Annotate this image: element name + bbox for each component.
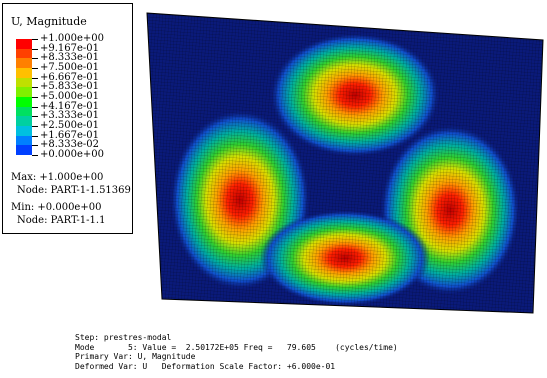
- legend-level-label: +9.167e-01: [40, 42, 100, 54]
- legend-tick: [32, 135, 38, 137]
- step-line: Step: prestres-modal: [75, 333, 172, 342]
- legend-tick: [32, 68, 38, 69]
- legend-tick: [32, 155, 38, 156]
- legend-band: [16, 67, 32, 78]
- legend-level-label: +6.667e-01: [40, 71, 100, 83]
- legend-band: [16, 58, 32, 68]
- mode-line: Mode 5: Value = 2.50172E+05 Freq = 79.60…: [75, 342, 398, 352]
- legend-tick: [32, 126, 38, 127]
- legend-band: [16, 48, 32, 59]
- legend-color-bands: [16, 39, 32, 155]
- plate-outline: [146, 12, 544, 314]
- legend-tick: [32, 58, 38, 60]
- legend-tick: [32, 106, 38, 108]
- step-info-block: Step: prestres-modal Mode 5: Value = 2.5…: [75, 333, 398, 371]
- legend-band: [16, 96, 32, 107]
- legend-level-label: +7.500e-01: [40, 62, 100, 73]
- max-node: Node: PART-1-1.51369: [17, 185, 131, 196]
- legend-level-label: +2.500e-01: [40, 120, 100, 131]
- min-node: Node: PART-1-1.1: [17, 215, 106, 226]
- legend-tick: [32, 116, 38, 118]
- legend-title: U, Magnitude: [11, 15, 87, 28]
- legend-tick: [32, 39, 38, 40]
- legend-band: [16, 77, 32, 88]
- legend-level-label: +0.000e+00: [40, 149, 105, 160]
- legend-band: [16, 39, 32, 49]
- legend-tick: [32, 48, 38, 50]
- mesh-grid: [147, 13, 543, 313]
- legend-band: [16, 125, 32, 136]
- max-value: Max: +1.000e+00: [11, 172, 104, 183]
- legend-level-label: +1.000e+00: [40, 33, 105, 44]
- legend-band: [16, 116, 32, 126]
- deformed-var-line: Deformed Var: U Deformation Scale Factor…: [75, 361, 336, 371]
- legend-tick: [32, 97, 38, 98]
- legend-level-label: +1.667e-01: [40, 129, 100, 141]
- legend-band: [16, 135, 32, 146]
- legend-band: [16, 87, 32, 97]
- legend-tick: [32, 77, 38, 79]
- legend-box: U, Magnitude +1.000e+00 +9.167e-01 +8.333e…: [2, 3, 133, 234]
- legend-band: [16, 145, 32, 155]
- legend-level-label: +5.833e-01: [40, 81, 100, 93]
- legend-level-label: +3.333e-01: [40, 110, 100, 122]
- legend-level-label: +4.167e-01: [40, 100, 100, 112]
- legend-tick: [32, 87, 38, 89]
- legend-band: [16, 106, 32, 117]
- legend-level-label: +8.333e-02: [40, 139, 100, 151]
- legend-tick: [32, 145, 38, 147]
- legend-level-label: +8.333e-01: [40, 52, 100, 64]
- primary-var-line: Primary Var: U, Magnitude: [75, 352, 196, 361]
- min-value: Min: +0.000e+00: [11, 202, 102, 213]
- legend-level-label: +5.000e-01: [40, 91, 100, 102]
